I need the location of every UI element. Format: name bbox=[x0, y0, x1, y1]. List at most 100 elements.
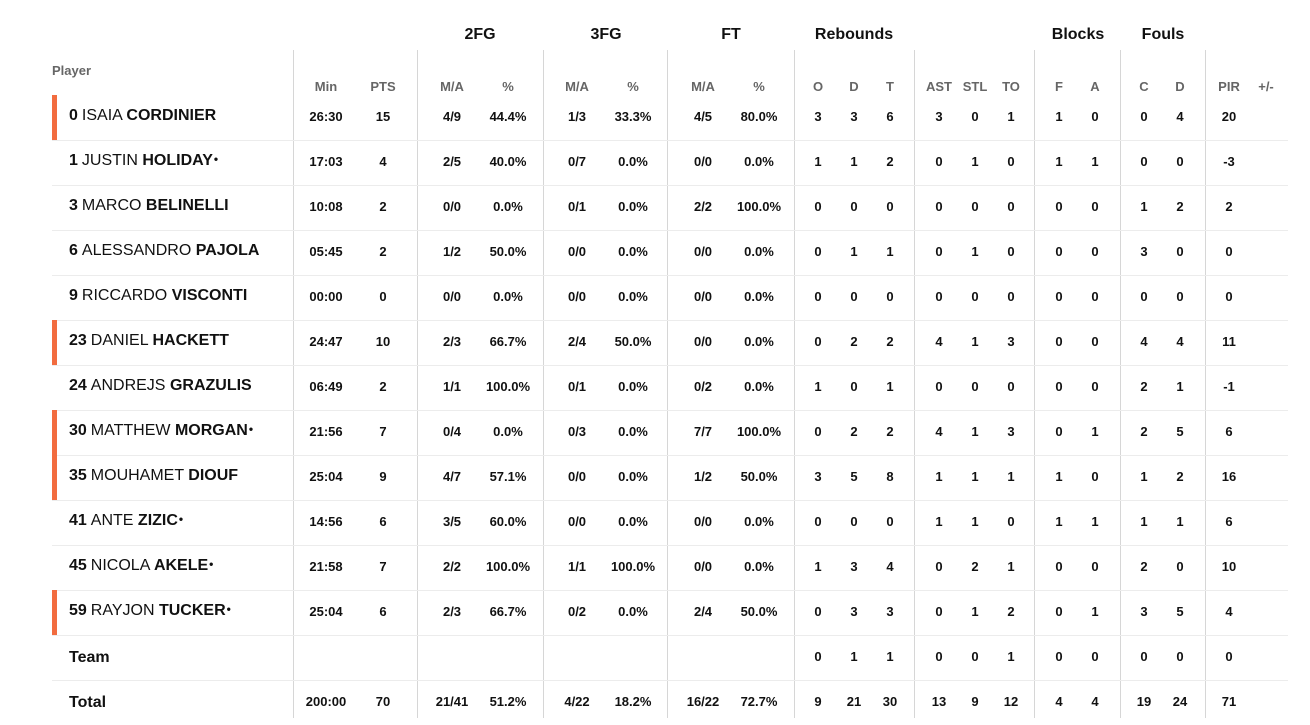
stat-cell: 50.0% bbox=[740, 469, 778, 484]
stat-cell: 2 bbox=[379, 244, 387, 259]
stat-cell: 100.0% bbox=[736, 199, 782, 214]
stat-cell: 1 bbox=[1140, 199, 1148, 214]
starter-indicator bbox=[52, 320, 57, 365]
stat-cell: 2 bbox=[850, 334, 858, 349]
stat-cell: 0 bbox=[814, 514, 822, 529]
table-row[interactable]: 0 ISAIA CORDINIER 26:30 15 4/9 44.4% 1/3 33.3% 4… bbox=[0, 95, 1310, 140]
stat-cell: 3 bbox=[814, 109, 822, 124]
stat-cell: 0 bbox=[971, 199, 979, 214]
table-row[interactable]: 30 MATTHEW MORGAN• 21:56 7 0/4 0.0% 0/3 0.0% 7/7… bbox=[0, 410, 1310, 455]
group-header-rebounds: Rebounds bbox=[814, 26, 894, 43]
stat-cell: 1 bbox=[814, 379, 822, 394]
stat-cell: 1 bbox=[971, 514, 979, 529]
player-first-name: MARCO bbox=[81, 197, 142, 214]
player-name-link[interactable]: 35 MOUHAMET DIOUF bbox=[69, 467, 239, 485]
player-name-link[interactable]: 41 ANTE ZIZIC• bbox=[69, 512, 183, 530]
stat-cell: 21:58 bbox=[309, 559, 343, 574]
player-name-link[interactable]: 6 ALESSANDRO PAJOLA bbox=[69, 242, 260, 260]
table-row[interactable]: 35 MOUHAMET DIOUF 25:04 9 4/7 57.1% 0/0 0.0% 1/2… bbox=[0, 455, 1310, 500]
stat-cell: 1 bbox=[1055, 154, 1063, 169]
stat-cell: 1 bbox=[971, 469, 979, 484]
row-divider bbox=[52, 140, 1288, 141]
stat-cell: 0 bbox=[1007, 289, 1015, 304]
table-row[interactable]: 59 RAYJON TUCKER• 25:04 6 2/3 66.7% 0/2 0.0% 2/4… bbox=[0, 590, 1310, 635]
column-header[interactable]: PIR bbox=[1218, 79, 1240, 94]
table-row[interactable]: 3 MARCO BELINELLI 10:08 2 0/0 0.0% 0/1 0.0% 2/2 1… bbox=[0, 185, 1310, 230]
column-header[interactable]: F bbox=[1055, 79, 1063, 94]
stat-cell: 0 bbox=[850, 199, 858, 214]
column-header[interactable]: % bbox=[502, 79, 514, 94]
stat-cell: 1 bbox=[850, 154, 858, 169]
stat-cell: 5 bbox=[850, 469, 858, 484]
stat-cell: 4 bbox=[379, 154, 387, 169]
column-header[interactable]: Min bbox=[314, 79, 338, 94]
column-header[interactable]: +/- bbox=[1258, 79, 1274, 94]
column-header[interactable]: AST bbox=[926, 79, 952, 94]
player-name-link[interactable]: 59 RAYJON TUCKER• bbox=[69, 602, 231, 620]
table-row[interactable]: 45 NICOLA AKELE• 21:58 7 2/2 100.0% 1/1 100.0% 0… bbox=[0, 545, 1310, 590]
total-row: Total 200:00 70 21/41 51.2% 4/22 18.2% 16/22 72.… bbox=[0, 680, 1310, 725]
stat-cell: 100.0% bbox=[485, 379, 531, 394]
table-row[interactable]: 41 ANTE ZIZIC• 14:56 6 3/5 60.0% 0/0 0.0% 0/0 0.0… bbox=[0, 500, 1310, 545]
stat-cell: 14:56 bbox=[309, 514, 343, 529]
column-header[interactable]: % bbox=[627, 79, 639, 94]
stat-cell: 0 bbox=[814, 289, 822, 304]
column-header[interactable]: M/A bbox=[440, 79, 464, 94]
stat-cell: 0.0% bbox=[618, 469, 648, 484]
stat-cell: 1 bbox=[935, 469, 943, 484]
stat-cell: 0 bbox=[814, 604, 822, 619]
stat-cell: 25:04 bbox=[309, 604, 343, 619]
column-header[interactable]: M/A bbox=[565, 79, 589, 94]
column-header[interactable]: D bbox=[849, 79, 859, 94]
column-header[interactable]: STL bbox=[962, 79, 988, 94]
player-name-link[interactable]: 45 NICOLA AKELE• bbox=[69, 557, 213, 575]
stat-cell: 0 bbox=[935, 289, 943, 304]
player-first-name: ALESSANDRO bbox=[81, 242, 192, 259]
stat-cell: 7 bbox=[379, 424, 387, 439]
player-name-link[interactable]: 24 ANDREJS GRAZULIS bbox=[69, 377, 253, 395]
player-marker: • bbox=[178, 512, 184, 526]
player-name-link[interactable]: 3 MARCO BELINELLI bbox=[69, 197, 230, 215]
table-row[interactable]: 9 RICCARDO VISCONTI 00:00 0 0/0 0.0% 0/0 0.0% 0/… bbox=[0, 275, 1310, 320]
column-header[interactable]: TO bbox=[1002, 79, 1020, 94]
player-name-link[interactable]: 1 JUSTIN HOLIDAY• bbox=[69, 152, 218, 170]
column-header[interactable]: C bbox=[1139, 79, 1149, 94]
column-header[interactable]: O bbox=[812, 79, 824, 94]
stat-cell: 2 bbox=[886, 424, 894, 439]
column-header[interactable]: D bbox=[1175, 79, 1185, 94]
table-row[interactable]: 1 JUSTIN HOLIDAY• 17:03 4 2/5 40.0% 0/7 0.0% 0/0… bbox=[0, 140, 1310, 185]
table-row[interactable]: 24 ANDREJS GRAZULIS 06:49 2 1/1 100.0% 0/1 0.0%… bbox=[0, 365, 1310, 410]
player-name-link[interactable]: 9 RICCARDO VISCONTI bbox=[69, 287, 248, 305]
stat-cell: 26:30 bbox=[309, 109, 343, 124]
stat-cell: 0.0% bbox=[744, 154, 774, 169]
stat-cell: 1 bbox=[1055, 109, 1063, 124]
player-first-name: MATTHEW bbox=[90, 422, 171, 439]
stat-cell: 0 bbox=[886, 514, 894, 529]
player-name-link[interactable]: 30 MATTHEW MORGAN• bbox=[69, 422, 253, 440]
stat-cell: 0/0 bbox=[693, 289, 713, 304]
column-header[interactable]: A bbox=[1090, 79, 1100, 94]
player-number: 6 bbox=[69, 242, 78, 259]
stat-cell: 0 bbox=[886, 289, 894, 304]
player-name-link[interactable]: 0 ISAIA CORDINIER bbox=[69, 107, 217, 125]
column-header[interactable]: % bbox=[753, 79, 765, 94]
player-name-link[interactable]: 23 DANIEL HACKETT bbox=[69, 332, 230, 350]
column-header[interactable]: M/A bbox=[691, 79, 715, 94]
stat-cell: 0/4 bbox=[442, 424, 462, 439]
table-row[interactable]: 6 ALESSANDRO PAJOLA 05:45 2 1/2 50.0% 0/0 0.0% 0… bbox=[0, 230, 1310, 275]
stat-cell: 24 bbox=[1172, 694, 1188, 709]
table-row[interactable]: 23 DANIEL HACKETT 24:47 10 2/3 66.7% 2/4 50.0% 0… bbox=[0, 320, 1310, 365]
stat-cell: 0 bbox=[1007, 379, 1015, 394]
stat-cell: 0 bbox=[1091, 559, 1099, 574]
stat-cell: 5 bbox=[1176, 604, 1184, 619]
stat-cell: 25:04 bbox=[309, 469, 343, 484]
group-header-ft: FT bbox=[721, 26, 741, 43]
total-label: Total bbox=[69, 694, 107, 711]
stat-cell: 10 bbox=[375, 334, 391, 349]
stat-cell: 0/0 bbox=[693, 334, 713, 349]
stat-cell: 16 bbox=[1221, 469, 1237, 484]
row-divider bbox=[52, 545, 1288, 546]
column-header[interactable]: T bbox=[886, 79, 894, 94]
stat-cell: 3 bbox=[886, 604, 894, 619]
column-header[interactable]: PTS bbox=[370, 79, 396, 94]
